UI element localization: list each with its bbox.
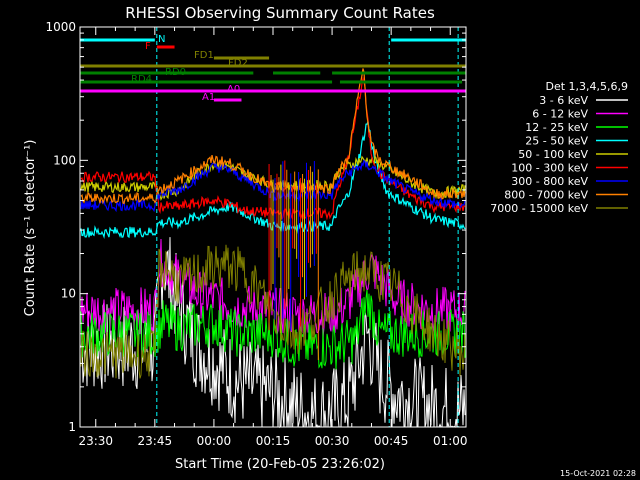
x-tick-label: 00:15 bbox=[256, 434, 291, 448]
flag-label-rd0: RD0 bbox=[165, 67, 186, 78]
plot-layer bbox=[80, 68, 466, 429]
flag-label-a1: A1 bbox=[202, 92, 215, 103]
x-tick-label: 23:45 bbox=[138, 434, 173, 448]
series-line-3 bbox=[80, 289, 466, 370]
y-tick-label: 1 bbox=[68, 420, 76, 434]
legend-label-2: 6 - 12 keV bbox=[532, 108, 588, 121]
legend-label-1: 3 - 6 keV bbox=[539, 94, 588, 107]
attenuator-dips bbox=[268, 160, 319, 361]
legend-label-4: 25 - 50 keV bbox=[525, 135, 588, 148]
legend-label-3: 12 - 25 keV bbox=[525, 121, 588, 134]
flag-label-fd1: FD1 bbox=[194, 50, 214, 61]
chart-title: RHESSI Observing Summary Count Rates bbox=[125, 4, 435, 22]
axis-layer: 1 10 100 1000 23:30 23:45 00:00 00:15 00:30 00:45… bbox=[45, 20, 467, 448]
series-line-2 bbox=[80, 238, 466, 339]
print-timestamp: 15-Oct-2021 02:28 bbox=[560, 469, 636, 478]
x-axis-label: Start Time (20-Feb-05 23:26:02) bbox=[175, 457, 385, 472]
y-tick-label: 10 bbox=[61, 287, 76, 301]
x-tick-label: 01:00 bbox=[433, 434, 468, 448]
flag-label-fd2: FD2 bbox=[228, 58, 248, 69]
series-line-9 bbox=[80, 244, 466, 379]
x-tick-label: 23:30 bbox=[78, 434, 113, 448]
legend-label-7: 300 - 800 keV bbox=[511, 175, 588, 188]
flag-label-f: F bbox=[145, 41, 151, 52]
legend-label-9: 7000 - 15000 keV bbox=[490, 202, 588, 215]
flag-label-a0: A0 bbox=[227, 84, 240, 95]
annotation-layer: NF FD1 FD2 RD0 RD4 A0 A1 bbox=[80, 27, 466, 427]
flag-label-n: N bbox=[158, 34, 165, 45]
y-tick-label: 1000 bbox=[45, 20, 76, 34]
legend-label-6: 100 - 300 keV bbox=[511, 162, 588, 175]
flag-label-rd4: RD4 bbox=[131, 74, 152, 85]
legend-label-8: 800 - 7000 keV bbox=[504, 189, 588, 202]
legend-title: Det 1,3,4,5,6,9 bbox=[545, 80, 628, 93]
x-tick-label: 00:30 bbox=[315, 434, 350, 448]
y-tick-label: 100 bbox=[53, 153, 76, 167]
legend-label-5: 50 - 100 keV bbox=[518, 148, 588, 161]
x-tick-label: 00:00 bbox=[197, 434, 232, 448]
x-tick-label: 00:45 bbox=[374, 434, 409, 448]
y-axis-label: Count Rate (s⁻¹ detector⁻¹) bbox=[23, 140, 38, 317]
